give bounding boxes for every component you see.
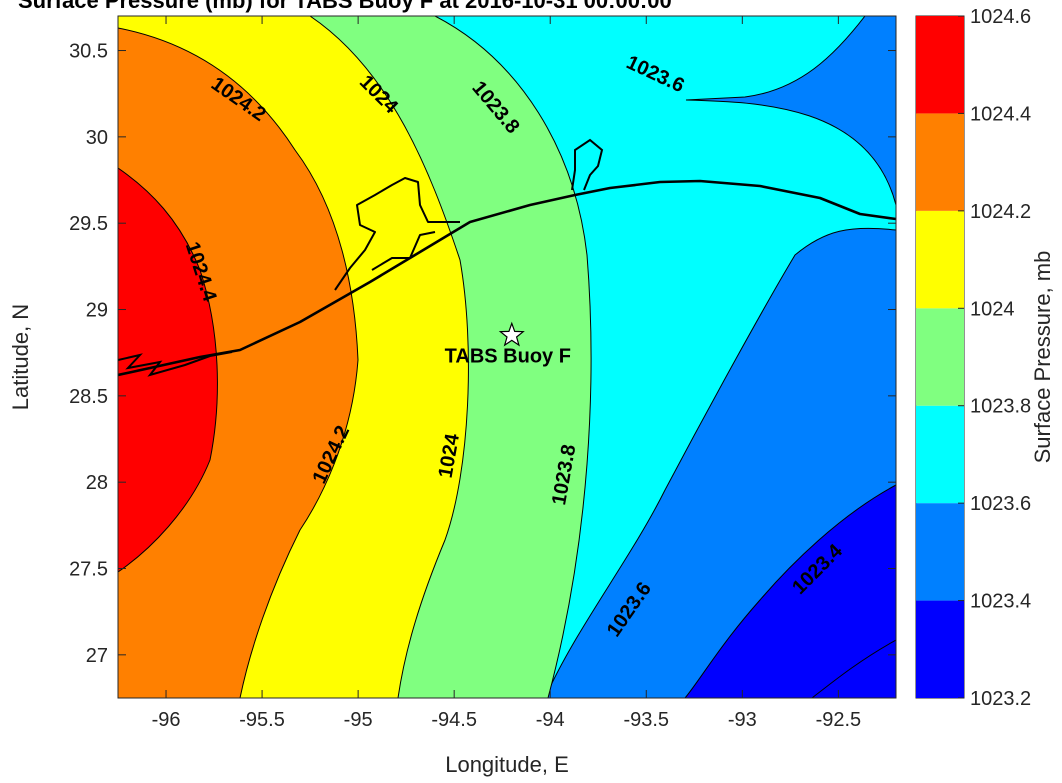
colorbar-tick-label: 1024	[970, 298, 1015, 320]
x-tick-label: -93.5	[623, 709, 669, 731]
station-star-icon	[498, 321, 525, 347]
y-tick-label: 29.5	[69, 213, 108, 235]
colorbar-tick-label: 1024.2	[970, 201, 1031, 223]
x-axis: -96 -95.5 -95 -94.5 -94 -93.5 -93 -92.5	[152, 16, 862, 731]
x-tick-label: -92.5	[816, 709, 862, 731]
chart-title: Surface Pressure (mb) for TABS Buoy F at…	[18, 0, 672, 13]
colorbar-band	[916, 600, 964, 698]
x-tick-label: -95.5	[239, 709, 285, 731]
x-tick-label: -94	[536, 709, 565, 731]
station-label: TABS Buoy F	[445, 345, 571, 367]
colorbar-band	[916, 308, 964, 406]
colorbar-tick-label: 1023.8	[970, 396, 1031, 418]
station-marker: TABS Buoy F	[445, 321, 571, 367]
x-tick-label: -93	[728, 709, 757, 731]
y-axis: 30.5 30 29.5 29 28.5 28 27.5 27	[69, 41, 896, 667]
sabine-lake	[571, 138, 604, 191]
x-tick-label: -96	[152, 709, 181, 731]
y-tick-label: 28	[86, 472, 108, 494]
colorbar-tick-label: 1023.6	[970, 493, 1031, 515]
colorbar-band	[916, 503, 964, 601]
colorbar	[916, 16, 964, 698]
colorbar-band	[916, 405, 964, 504]
colorbar-axis: 1024.6 1024.4 1024.2 1024 1023.8 1023.6 1023.4…	[958, 6, 1031, 710]
y-axis-label: Latitude, N	[8, 304, 33, 410]
y-tick-label: 27	[86, 645, 108, 667]
x-axis-label: Longitude, E	[445, 752, 569, 777]
colorbar-band	[916, 210, 964, 309]
contour-field	[118, 16, 896, 698]
plot-frame	[117, 15, 897, 699]
y-tick-label: 29	[86, 300, 108, 322]
colorbar-tick-label: 1023.2	[970, 688, 1031, 710]
y-tick-label: 30.5	[69, 41, 108, 63]
y-tick-label: 27.5	[69, 559, 108, 581]
x-tick-label: -94.5	[431, 709, 477, 731]
colorbar-label: Surface Pressure, mb	[1030, 251, 1055, 464]
coastline	[118, 179, 896, 377]
contour-band-1023.2-1023.4	[684, 484, 896, 698]
colorbar-band	[916, 113, 964, 211]
colorbar-band	[916, 16, 964, 114]
y-tick-label: 30	[86, 127, 108, 149]
colorbar-tick-label: 1024.4	[970, 103, 1031, 125]
coastline-west-islands	[118, 351, 233, 377]
x-tick-label: -95	[344, 709, 373, 731]
galveston-bay	[334, 177, 460, 291]
y-tick-label: 28.5	[69, 386, 108, 408]
contour-band-1024.2-1024.4	[118, 27, 359, 698]
contour-line-1023.2	[811, 639, 896, 698]
colorbar-tick-label: 1023.4	[970, 591, 1031, 613]
colorbar-tick-label: 1024.6	[970, 6, 1031, 28]
